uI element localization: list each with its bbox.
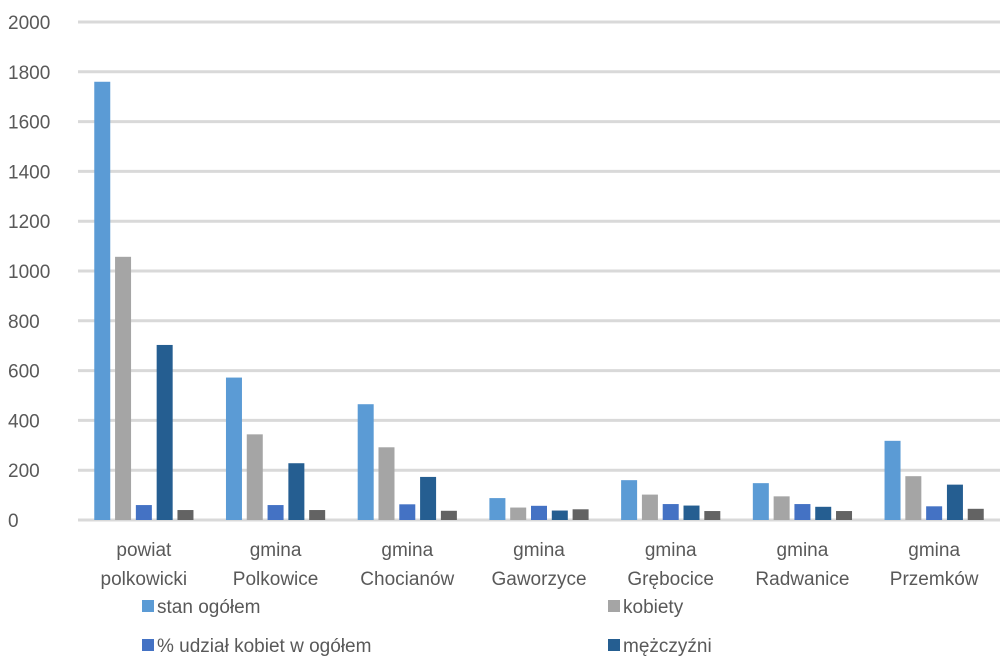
bar [246, 434, 263, 520]
bar [752, 483, 769, 520]
legend-swatch [608, 600, 620, 612]
bar [399, 504, 416, 520]
y-tick-label: 400 [8, 411, 40, 432]
y-tick-label: 1200 [8, 212, 50, 233]
bar [510, 507, 527, 520]
bar [773, 496, 790, 520]
x-category-label: powiat polkowicki [101, 540, 188, 590]
bar [815, 506, 832, 520]
bar [440, 510, 457, 520]
bar [551, 510, 568, 520]
legend: stan ogółem kobiety % udział kobiet w ogół… [142, 597, 712, 657]
bar [794, 504, 811, 520]
x-category-label: gmina Grębocice [627, 540, 714, 590]
legend-swatch [142, 639, 154, 651]
bar [946, 484, 963, 520]
bar [621, 480, 638, 520]
bar [884, 440, 901, 520]
y-tick-label: 2000 [8, 13, 50, 34]
bar [177, 510, 194, 520]
x-axis-category-labels: powiat polkowicki gmina Polkowice gmina Choci… [101, 540, 979, 590]
bar [531, 505, 547, 520]
y-tick-label: 200 [8, 461, 40, 482]
bar [641, 494, 658, 520]
bar [309, 510, 326, 520]
bar [420, 476, 437, 520]
bar [662, 504, 679, 520]
y-tick-label: 800 [8, 312, 40, 333]
x-category-label: gmina Radwanice [755, 540, 849, 590]
bar [683, 505, 700, 520]
bar [115, 256, 132, 520]
y-axis-tick-labels: 0 200 400 600 800 1000 1200 1400 1600 1800 2000 [8, 13, 50, 532]
bar [288, 463, 305, 520]
bar [967, 508, 984, 520]
y-tick-label: 1000 [8, 262, 50, 283]
gridlines [78, 20, 1000, 522]
legend-label: % udział kobiet w ogółem [157, 636, 371, 657]
legend-label: stan ogółem [157, 597, 261, 618]
x-category-label: gmina Chocianów [360, 540, 454, 590]
y-tick-label: 1800 [8, 63, 50, 84]
legend-swatch [142, 600, 154, 612]
bar [905, 476, 922, 520]
y-tick-label: 0 [8, 511, 19, 532]
bar [156, 344, 173, 520]
y-tick-label: 1600 [8, 113, 50, 134]
bar [704, 511, 721, 520]
bars [94, 81, 984, 520]
bar [135, 505, 152, 520]
bar [94, 81, 111, 520]
legend-swatch [608, 639, 620, 651]
x-category-label: gmina Polkowice [233, 540, 319, 590]
x-category-label: gmina Przemków [890, 540, 979, 590]
bar [926, 506, 943, 520]
bar [572, 509, 589, 520]
bar [836, 511, 853, 520]
bar [489, 498, 506, 520]
bar [378, 447, 395, 520]
bar [225, 377, 242, 520]
x-category-label: gmina Gaworzyce [491, 540, 586, 590]
y-tick-label: 600 [8, 362, 40, 383]
bar [357, 404, 374, 520]
legend-label: mężczyźni [623, 636, 712, 657]
y-tick-label: 1400 [8, 162, 50, 183]
legend-label: kobiety [623, 597, 684, 618]
bar [267, 505, 284, 520]
